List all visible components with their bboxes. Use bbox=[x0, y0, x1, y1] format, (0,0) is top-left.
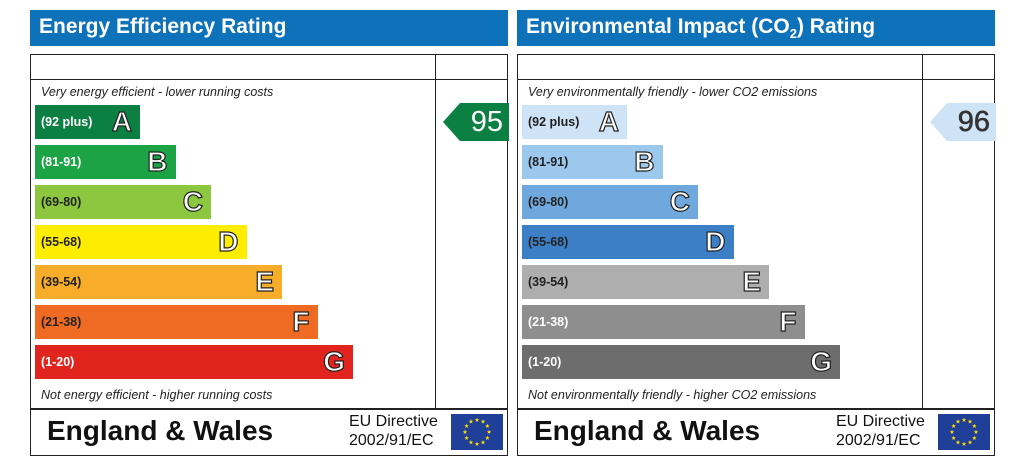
band-letter: D bbox=[705, 225, 726, 257]
panel-title: Environmental Impact (CO2) Rating bbox=[517, 10, 995, 46]
current-rating-pointer: 96 bbox=[930, 103, 996, 141]
energy-efficiency-panel: Energy Efficiency Rating Very energy eff… bbox=[30, 10, 509, 456]
band-range: (21-38) bbox=[528, 315, 569, 329]
rating-chart: Very energy efficient - lower running co… bbox=[30, 54, 509, 410]
panel-title: Energy Efficiency Rating bbox=[30, 10, 508, 46]
title-subscript: 2 bbox=[789, 26, 797, 42]
rating-bar-b: (81-91) B bbox=[35, 145, 176, 179]
environmental-impact-panel: Environmental Impact (CO2) Rating Very e… bbox=[517, 10, 996, 456]
band-letter: G bbox=[323, 345, 346, 377]
column-divider bbox=[435, 55, 436, 409]
band-letter: B bbox=[147, 145, 168, 177]
directive-line1: EU Directive bbox=[349, 413, 438, 430]
column-divider bbox=[922, 55, 923, 409]
rating-bar-e: (39-54) E bbox=[35, 265, 282, 299]
band-range: (92 plus) bbox=[528, 115, 580, 129]
region-label: England & Wales bbox=[47, 415, 274, 446]
rating-bar-b: (81-91) B bbox=[522, 145, 663, 179]
rating-chart: Very environmentally friendly - lower CO… bbox=[517, 54, 996, 410]
eu-stars bbox=[462, 417, 492, 446]
band-letter: D bbox=[218, 225, 239, 257]
current-rating-pointer: 95 bbox=[443, 103, 509, 141]
rating-bar-c: (69-80) C bbox=[35, 185, 211, 219]
band-range: (69-80) bbox=[528, 195, 569, 209]
rating-bar-f: (21-38) F bbox=[522, 305, 805, 339]
header-divider bbox=[518, 79, 994, 80]
band-letter: C bbox=[182, 185, 203, 217]
caption-bottom: Not environmentally friendly - higher CO… bbox=[528, 388, 817, 402]
caption-bottom: Not energy efficient - higher running co… bbox=[41, 388, 273, 402]
footer: England & Wales EU Directive 2002/91/EC bbox=[517, 408, 995, 456]
eu-stars bbox=[949, 417, 979, 446]
band-letter: G bbox=[810, 345, 833, 377]
directive-line2: 2002/91/EC bbox=[836, 432, 921, 449]
rating-bar-d: (55-68) D bbox=[35, 225, 247, 259]
band-letter: A bbox=[598, 105, 619, 137]
band-range: (39-54) bbox=[41, 275, 82, 289]
eu-flag-icon bbox=[451, 414, 503, 450]
band-letter: C bbox=[669, 185, 690, 217]
rating-bar-a: (92 plus) A bbox=[522, 105, 627, 139]
band-range: (55-68) bbox=[528, 235, 569, 249]
rating-bar-d: (55-68) D bbox=[522, 225, 734, 259]
region-label: England & Wales bbox=[534, 415, 761, 446]
band-range: (55-68) bbox=[41, 235, 82, 249]
band-range: (69-80) bbox=[41, 195, 82, 209]
eu-directive: EU Directive 2002/91/EC bbox=[836, 412, 925, 450]
footer: England & Wales EU Directive 2002/91/EC bbox=[30, 408, 508, 456]
band-range: (21-38) bbox=[41, 315, 82, 329]
rating-bar-e: (39-54) E bbox=[522, 265, 769, 299]
eu-flag-icon bbox=[938, 414, 990, 450]
rating-bar-g: (1-20) G bbox=[522, 345, 840, 379]
directive-line1: EU Directive bbox=[836, 413, 925, 430]
band-range: (1-20) bbox=[41, 355, 75, 369]
band-letter: E bbox=[255, 265, 275, 297]
band-letter: B bbox=[634, 145, 655, 177]
band-letter: A bbox=[111, 105, 132, 137]
title-main: Environmental Impact (CO bbox=[526, 15, 790, 38]
rating-bar-a: (92 plus) A bbox=[35, 105, 140, 139]
band-letter: E bbox=[742, 265, 762, 297]
pointer-shape bbox=[443, 103, 509, 141]
band-letter: F bbox=[292, 305, 310, 337]
current-rating-value: 95 bbox=[470, 106, 503, 138]
caption-top: Very environmentally friendly - lower CO… bbox=[528, 85, 818, 99]
band-range: (81-91) bbox=[528, 155, 569, 169]
directive-line2: 2002/91/EC bbox=[349, 432, 434, 449]
caption-top: Very energy efficient - lower running co… bbox=[41, 85, 274, 99]
title-end: ) Rating bbox=[796, 15, 876, 38]
eu-directive: EU Directive 2002/91/EC bbox=[349, 412, 438, 450]
rating-bar-c: (69-80) C bbox=[522, 185, 698, 219]
header-divider bbox=[31, 79, 507, 80]
pointer-shape bbox=[930, 103, 996, 141]
rating-bar-f: (21-38) F bbox=[35, 305, 318, 339]
band-range: (92 plus) bbox=[41, 115, 93, 129]
band-range: (81-91) bbox=[41, 155, 82, 169]
current-rating-value: 96 bbox=[957, 106, 990, 139]
band-range: (1-20) bbox=[528, 355, 562, 369]
band-letter: F bbox=[779, 305, 797, 337]
rating-bar-g: (1-20) G bbox=[35, 345, 353, 379]
band-range: (39-54) bbox=[528, 275, 569, 289]
